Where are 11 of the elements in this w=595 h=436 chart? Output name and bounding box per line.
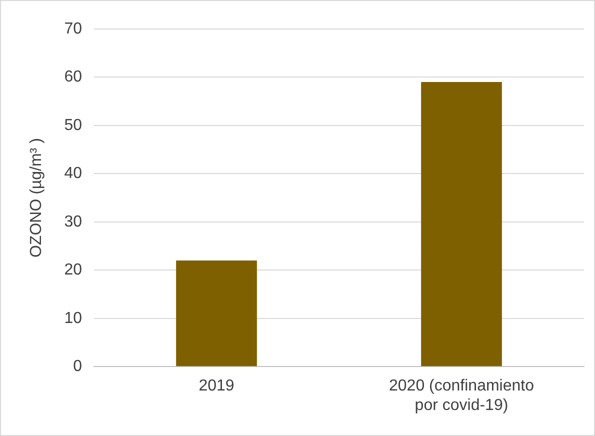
y-tick-label: 40 — [64, 165, 82, 182]
y-tick-label: 10 — [64, 310, 82, 327]
y-tick-label: 70 — [64, 20, 82, 38]
y-tick-label: 0 — [73, 358, 82, 376]
y-tick-label: 20 — [64, 262, 82, 279]
y-tick-label: 30 — [64, 213, 82, 230]
y-tick-label: 60 — [64, 68, 82, 86]
x-tick-label: 2019 — [198, 378, 234, 395]
x-tick-label: 2020 (confinamiento por covid-19) — [389, 378, 534, 414]
y-axis-title: OZONO (µg/m³ ) — [28, 138, 46, 258]
y-tick-label: 50 — [64, 116, 82, 134]
